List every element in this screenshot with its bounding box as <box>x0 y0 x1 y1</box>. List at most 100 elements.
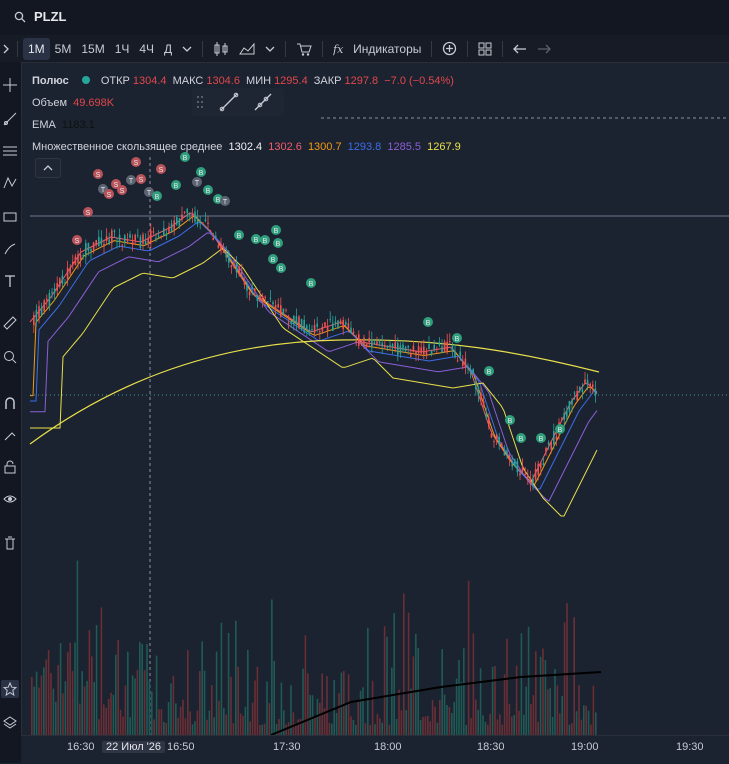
brush-tool[interactable] <box>1 240 19 258</box>
volume-bar <box>458 660 460 735</box>
chart-type-dropdown[interactable] <box>260 38 280 60</box>
fib-tool[interactable] <box>1 142 19 160</box>
candle-body <box>469 370 472 373</box>
crosshair-tool[interactable] <box>1 76 19 94</box>
trend-line-tool[interactable] <box>1 110 19 128</box>
stay-drawing-tool[interactable] <box>1 426 19 444</box>
collapse-legend-button[interactable] <box>35 158 61 178</box>
volume-bar <box>86 680 88 735</box>
candle-body <box>287 322 290 324</box>
chart-type-button[interactable] <box>208 38 234 60</box>
sell-marker-label: S <box>114 182 119 189</box>
timeframe-4h[interactable]: 4Ч <box>139 41 155 56</box>
measure-tool[interactable] <box>1 208 19 226</box>
candle-body <box>259 294 261 302</box>
moving-average-line <box>30 215 598 487</box>
candle-body <box>261 295 264 301</box>
candle-body <box>417 346 420 354</box>
candle-body <box>436 348 438 350</box>
timeframe-5m[interactable]: 5М <box>54 41 72 56</box>
volume-bar <box>501 724 503 735</box>
candle-body <box>527 474 529 478</box>
volume-bar <box>213 717 215 735</box>
volume-bar <box>81 671 83 735</box>
candle-body <box>64 282 66 284</box>
redo-button[interactable] <box>532 38 556 60</box>
timeframe-15m[interactable]: 15М <box>81 41 105 56</box>
drag-handle-icon[interactable] <box>196 95 204 109</box>
volume-bar <box>268 703 271 735</box>
volume-bar <box>189 711 191 735</box>
volume-bar <box>575 711 578 735</box>
candle-body <box>462 362 464 366</box>
time-axis[interactable]: 16:30 22 Июл '26 16:50 17:30 18:00 18:30… <box>21 735 729 764</box>
volume-bar <box>388 724 391 735</box>
volume-bar <box>160 709 163 735</box>
candle-body <box>319 331 321 333</box>
volume-bar <box>167 702 170 735</box>
symbol-ticker[interactable]: PLZL <box>34 9 67 24</box>
object-tree-tool[interactable] <box>1 714 19 732</box>
undo-button[interactable] <box>508 38 532 60</box>
candle-body <box>160 236 162 238</box>
timeframe-1m[interactable]: 1М <box>23 37 50 60</box>
volume-bar <box>523 714 525 735</box>
delete-drawings-tool[interactable] <box>1 534 19 552</box>
instrument-name: Полюс <box>32 75 69 87</box>
volume-bar <box>446 705 448 735</box>
volume-bar <box>381 722 383 735</box>
indicators-button[interactable]: fx Индикаторы <box>328 38 426 60</box>
candle-body <box>280 305 282 317</box>
timeframe-dropdown[interactable] <box>177 38 197 60</box>
trend-line-icon[interactable] <box>218 91 240 113</box>
layout-button[interactable] <box>473 38 497 60</box>
volume-bar <box>177 717 179 735</box>
volume-bar <box>155 655 158 735</box>
magnet-tool[interactable] <box>1 394 19 412</box>
volume-bar <box>273 660 275 735</box>
sell-marker-label: S <box>75 238 80 245</box>
candle-body <box>144 240 147 245</box>
ray-line-icon[interactable] <box>252 91 274 113</box>
candle-body <box>113 230 116 232</box>
plus-circle-icon <box>443 41 457 56</box>
volume-bar <box>513 715 515 735</box>
candle-body <box>503 452 506 456</box>
candle-body <box>365 343 368 348</box>
volume-bar <box>211 685 213 735</box>
candle-body <box>446 341 448 352</box>
timeframe-1d[interactable]: Д <box>164 41 173 56</box>
candle-body <box>373 342 376 344</box>
text-tool[interactable] <box>1 272 19 290</box>
pattern-tool[interactable] <box>1 174 19 192</box>
volume-bar <box>359 690 362 735</box>
trade-button[interactable] <box>291 38 317 60</box>
candle-body <box>584 379 586 384</box>
candle-body <box>59 278 61 287</box>
volume-bar <box>225 714 227 735</box>
volume-bar <box>69 642 71 735</box>
volume-bar <box>249 721 251 735</box>
volume-bar <box>424 716 427 735</box>
compare-button[interactable] <box>437 38 462 60</box>
favorites-tool[interactable] <box>1 680 19 698</box>
time-tick: 19:00 <box>571 741 599 753</box>
collapse-sidebar-button[interactable] <box>0 38 12 60</box>
symbol-search[interactable]: PLZL <box>14 9 67 24</box>
lock-tool[interactable] <box>1 458 19 476</box>
candle-body <box>514 459 516 467</box>
area-chart-button[interactable] <box>234 38 260 60</box>
volume-bar <box>547 689 549 735</box>
volume-bar <box>175 703 177 735</box>
volume-bar <box>391 667 393 735</box>
candle-body <box>467 367 469 369</box>
ruler-icon <box>3 316 17 330</box>
ruler-tool[interactable] <box>1 314 19 332</box>
mma-value-5: 1285.5 <box>387 141 422 153</box>
buy-marker <box>251 234 261 244</box>
zoom-tool[interactable] <box>1 348 19 366</box>
timeframe-1h[interactable]: 1Ч <box>114 41 130 56</box>
visibility-tool[interactable] <box>1 490 19 508</box>
volume-bar <box>379 718 381 735</box>
